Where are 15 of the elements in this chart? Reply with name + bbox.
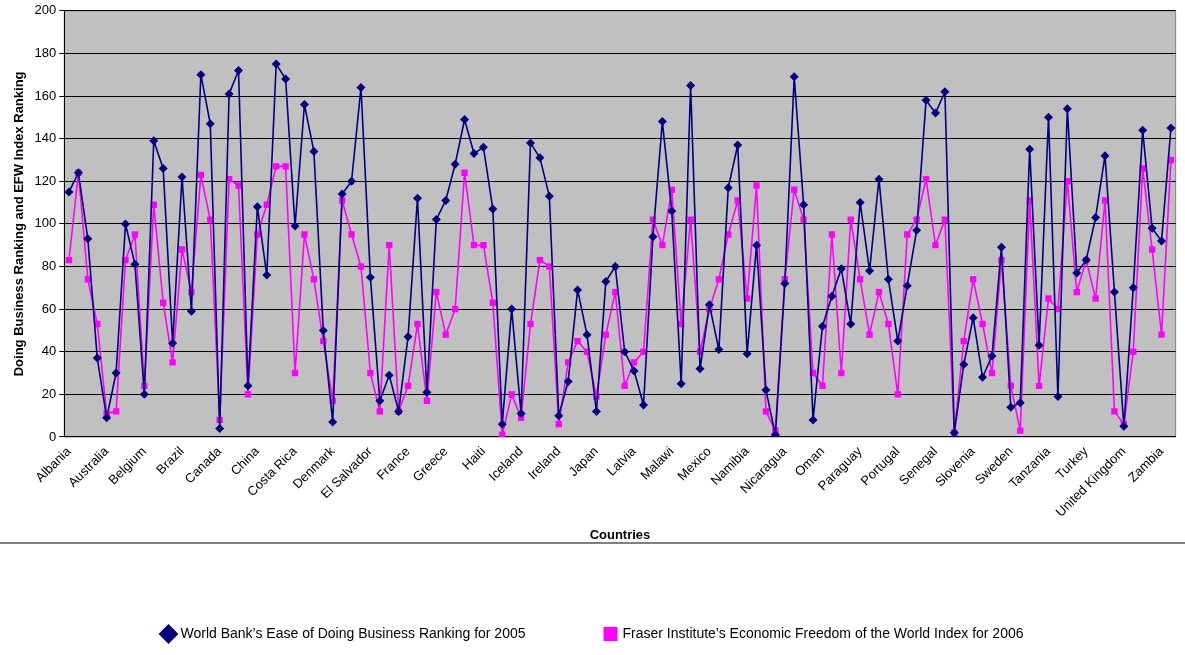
y-tick-label: 0	[49, 428, 57, 444]
y-tick-label: 120	[34, 172, 57, 188]
y-tick-label: 140	[34, 130, 57, 146]
y-tick-label: 60	[41, 300, 57, 316]
x-axis-title: Countries	[589, 526, 651, 542]
y-tick-label: 160	[34, 87, 57, 103]
y-tick-label: 80	[41, 258, 57, 274]
y-tick-label: 20	[41, 385, 57, 401]
y-tick-label: 200	[34, 2, 57, 18]
legend-label: World Bank’s Ease of Doing Business Ranking for 2005	[180, 624, 526, 641]
y-axis-title: Doing Business Ranking and EFW Index Ranking	[11, 71, 27, 377]
legend-label: Fraser Institute’s Economic Freedom of the World Index for 2006	[622, 624, 1024, 641]
y-tick-label: 40	[41, 343, 57, 359]
y-tick-label: 100	[34, 215, 57, 231]
y-tick-label: 180	[34, 44, 57, 60]
